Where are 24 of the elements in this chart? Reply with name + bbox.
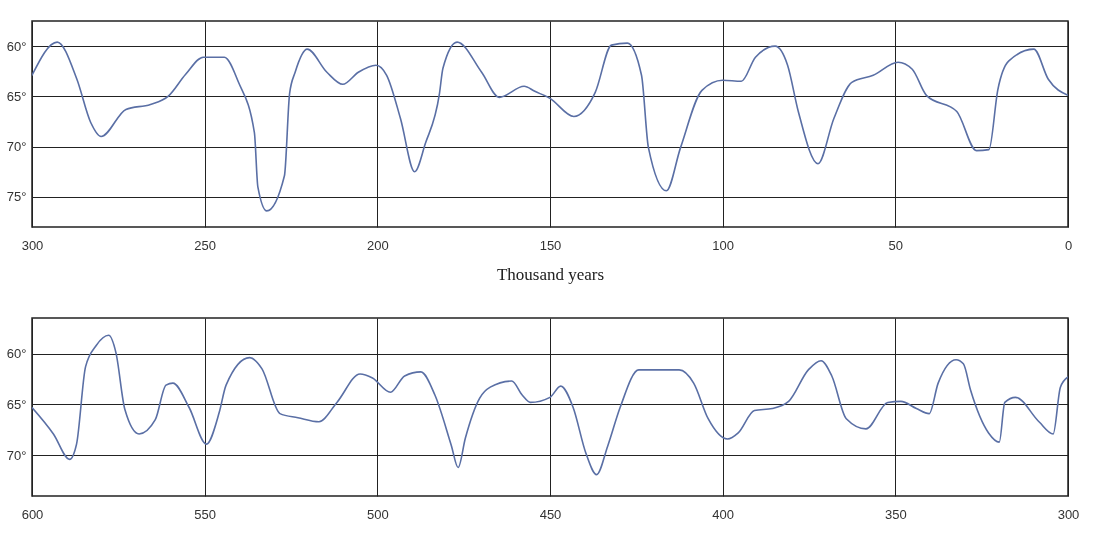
- y-tick-label: 70°: [6, 447, 27, 463]
- x-tick-label: 150: [539, 237, 562, 253]
- x-tick-label: 400: [712, 506, 735, 522]
- x-tick-label: 50: [888, 237, 904, 253]
- x-tick-label: 200: [366, 237, 389, 253]
- x-tick-label: 300: [1057, 506, 1080, 522]
- x-tick-label: 500: [366, 506, 389, 522]
- y-tick-label: 65°: [6, 88, 27, 104]
- y-tick-label: 70°: [6, 139, 27, 155]
- x-tick-label: 0: [1064, 237, 1073, 253]
- x-tick-label: 300: [21, 237, 44, 253]
- x-tick-label: 100: [712, 237, 735, 253]
- x-tick-label: 600: [21, 506, 44, 522]
- x-tick-label: 550: [194, 506, 217, 522]
- y-tick-label: 60°: [6, 346, 27, 362]
- line-series: [32, 41, 1068, 212]
- x-tick-label: 250: [194, 237, 217, 253]
- line-series: [32, 334, 1068, 476]
- x-axis-title: Thousand years: [496, 264, 605, 284]
- x-tick-label: 450: [539, 506, 562, 522]
- x-tick-label: 350: [884, 506, 907, 522]
- y-tick-label: 75°: [6, 189, 27, 205]
- y-tick-label: 65°: [6, 396, 27, 412]
- y-tick-label: 60°: [6, 38, 27, 54]
